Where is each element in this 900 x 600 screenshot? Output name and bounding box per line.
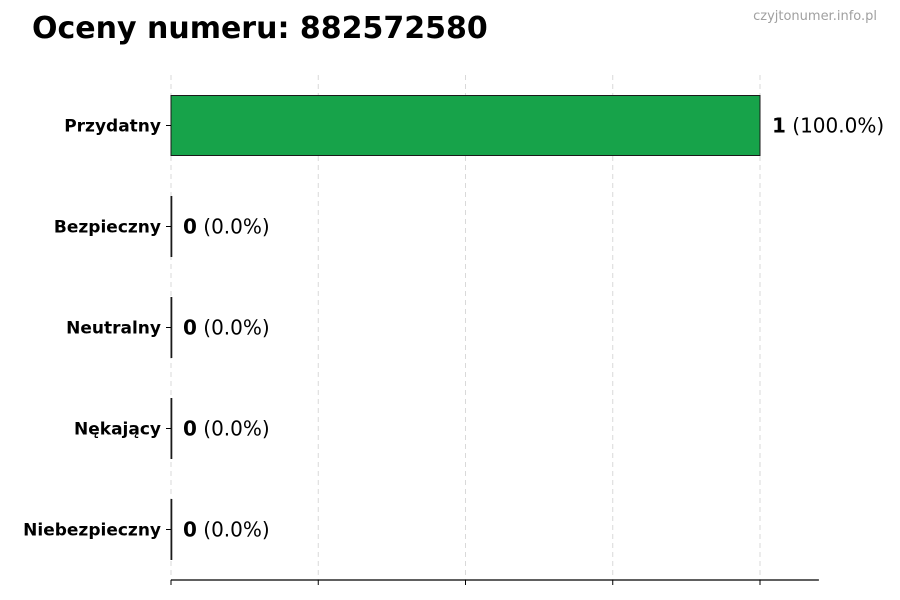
y-tick-label: Przydatny — [64, 117, 161, 137]
data-label-value: 0 — [183, 417, 197, 441]
data-label: 0 (0.0%) — [183, 316, 270, 340]
bar — [170, 196, 173, 257]
watermark: czyjtonumer.info.pl — [753, 9, 877, 24]
chart-title: Oceny numeru: 882572580 — [32, 11, 488, 46]
data-label: 0 (0.0%) — [183, 215, 270, 239]
bar — [170, 499, 173, 560]
data-label-percent: (0.0%) — [197, 518, 270, 542]
bar — [170, 95, 761, 156]
y-tick-label: Neutralny — [66, 319, 161, 339]
data-label: 0 (0.0%) — [183, 417, 270, 441]
data-label-value: 0 — [183, 316, 197, 340]
data-label-percent: (0.0%) — [197, 417, 270, 441]
data-label: 0 (0.0%) — [183, 518, 270, 542]
y-tick-label: Niebezpieczny — [23, 521, 161, 541]
data-label: 1 (100.0%) — [772, 114, 884, 138]
data-label-value: 0 — [183, 215, 197, 239]
data-label-percent: (0.0%) — [197, 215, 270, 239]
bar — [170, 297, 173, 358]
data-label-percent: (0.0%) — [197, 316, 270, 340]
y-tick-label: Nękający — [74, 420, 161, 440]
y-tick-label: Bezpieczny — [54, 218, 161, 238]
data-label-percent: (100.0%) — [786, 114, 884, 138]
data-label-value: 1 — [772, 114, 786, 138]
data-label-value: 0 — [183, 518, 197, 542]
bar — [170, 398, 173, 459]
